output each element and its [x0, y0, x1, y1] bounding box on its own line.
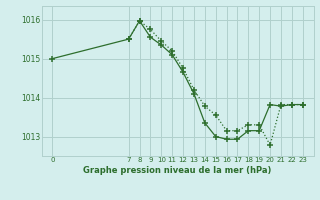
X-axis label: Graphe pression niveau de la mer (hPa): Graphe pression niveau de la mer (hPa): [84, 166, 272, 175]
